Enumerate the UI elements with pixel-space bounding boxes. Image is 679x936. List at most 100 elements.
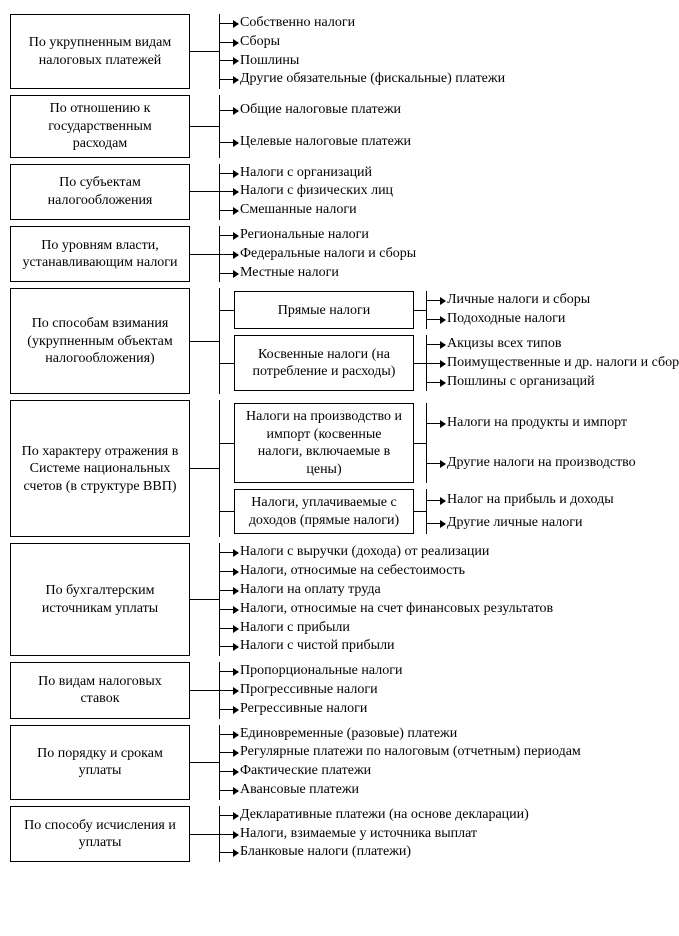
category-label: По характеру отражения в Системе национа… xyxy=(21,443,179,496)
mid-box: Прямые налоги xyxy=(234,291,414,329)
tree-section: По способам взимания (укрупненным объект… xyxy=(10,288,669,394)
item-list: Пропорциональные налоги Прогрессивные нал… xyxy=(220,662,669,718)
arrow-icon xyxy=(220,142,238,143)
list-item: Регрессивные налоги xyxy=(220,700,669,719)
list-item: Целевые налоговые платежи xyxy=(220,133,669,152)
arrow-icon xyxy=(220,273,238,274)
tree-section: По характеру отражения в Системе национа… xyxy=(10,400,669,537)
arrow-icon xyxy=(220,60,238,61)
item-label: Поимущественные и др. налоги и сборы с о… xyxy=(447,355,679,372)
connector-stem xyxy=(220,489,234,534)
item-label: Регрессивные налоги xyxy=(240,701,367,718)
item-label: Пошлины xyxy=(240,53,299,70)
arrow-icon xyxy=(220,42,238,43)
category-label: По порядку и срокам уплаты xyxy=(21,745,179,780)
connector-stem xyxy=(190,226,220,282)
list-item: Декларативные платежи (на основе деклара… xyxy=(220,806,669,825)
item-label: Акцизы всех типов xyxy=(447,336,562,353)
mid-row: Косвенные налоги (на потребление и расхо… xyxy=(220,335,679,391)
item-label: Налоги на продукты и импорт xyxy=(447,415,627,432)
item-label: Налоги с прибыли xyxy=(240,620,350,637)
arrow-icon xyxy=(220,235,238,236)
arrow-icon xyxy=(220,690,238,691)
category-box: По способам взимания (укрупненным объект… xyxy=(10,288,190,394)
item-label: Прогрессивные налоги xyxy=(240,682,378,699)
category-box: По укрупненным видам налоговых платежей xyxy=(10,14,190,89)
arrow-icon xyxy=(220,210,238,211)
item-list: Региональные налогиФедеральные налоги и … xyxy=(220,226,669,282)
list-item: Акцизы всех типов xyxy=(427,335,679,354)
list-item: Федеральные налоги и сборы xyxy=(220,245,669,264)
category-box: По способу исчисления и уплаты xyxy=(10,806,190,862)
item-list: Декларативные платежи (на основе деклара… xyxy=(220,806,669,862)
connector-stem xyxy=(220,403,234,483)
arrow-icon xyxy=(220,734,238,735)
list-item: Налоги, взимаемые у источника выплат xyxy=(220,825,669,844)
connector-stem xyxy=(414,489,426,534)
arrow-icon xyxy=(220,815,238,816)
category-box: По отношению к государственным расходам xyxy=(10,95,190,158)
item-label: Подоходные налоги xyxy=(447,311,565,328)
connector-stem xyxy=(220,335,234,391)
connector-stem xyxy=(414,291,426,329)
item-list: Налоги на продукты и импорт Другие налоги… xyxy=(427,403,636,483)
item-label: Пропорциональные налоги xyxy=(240,663,402,680)
arrow-icon xyxy=(427,500,445,501)
item-label: Сборы xyxy=(240,34,280,51)
category-label: По отношению к государственным расходам xyxy=(21,100,179,153)
tree-section: По порядку и срокам уплаты Единовременные… xyxy=(10,725,669,800)
item-label: Региональные налоги xyxy=(240,227,369,244)
arrow-icon xyxy=(427,382,445,383)
item-label: Личные налоги и сборы xyxy=(447,292,590,309)
mid-label: Налоги на производство и импорт (косвенн… xyxy=(243,408,405,478)
item-label: Налоги с чистой прибыли xyxy=(240,638,395,655)
mid-row: Налоги на производство и импорт (косвенн… xyxy=(220,403,636,483)
arrow-icon xyxy=(220,852,238,853)
connector-stem xyxy=(190,400,220,537)
tree-section: По бухгалтерским источникам уплатыНалоги… xyxy=(10,543,669,656)
arrow-icon xyxy=(427,523,445,524)
category-label: По уровням власти, устанавливающим налог… xyxy=(21,237,179,272)
list-item: Налоги с физических лиц xyxy=(220,182,669,201)
list-item: Подоходные налоги xyxy=(427,310,679,329)
item-label: Другие налоги на производство xyxy=(447,455,636,472)
item-label: Другие обязательные (фискальные) платежи xyxy=(240,71,505,88)
list-item: Бланковые налоги (платежи) xyxy=(220,843,669,862)
connector-stem xyxy=(190,662,220,718)
mid-box: Косвенные налоги (на потребление и расхо… xyxy=(234,335,414,391)
arrow-icon xyxy=(427,363,445,364)
tax-classification-tree: По укрупненным видам налоговых платежей С… xyxy=(10,14,669,862)
item-label: Налоги с физических лиц xyxy=(240,183,393,200)
list-item: Налог на прибыль и доходы xyxy=(427,491,636,510)
category-box: По характеру отражения в Системе национа… xyxy=(10,400,190,537)
connector-stem xyxy=(190,543,220,656)
tree-section: По уровням власти, устанавливающим налог… xyxy=(10,226,669,282)
item-label: Собственно налоги xyxy=(240,15,355,32)
item-label: Единовременные (разовые) платежи xyxy=(240,726,457,743)
mid-column: Налоги на производство и импорт (косвенн… xyxy=(220,400,636,537)
item-label: Авансовые платежи xyxy=(240,782,359,799)
item-label: Фактические платежи xyxy=(240,763,371,780)
category-label: По субъектам налогообложения xyxy=(21,174,179,209)
mid-label: Налоги, уплачиваемые с доходов (прямые н… xyxy=(243,494,405,529)
arrow-icon xyxy=(427,300,445,301)
category-label: По видам налоговых ставок xyxy=(21,673,179,708)
arrow-icon xyxy=(220,671,238,672)
arrow-icon xyxy=(220,790,238,791)
list-item: Фактические платежи xyxy=(220,762,669,781)
item-label: Декларативные платежи (на основе деклара… xyxy=(240,807,529,824)
mid-row: Прямые налоги Личные налоги и сборы Подохо… xyxy=(220,291,679,329)
connector-stem xyxy=(190,164,220,220)
mid-box: Налоги на производство и импорт (косвенн… xyxy=(234,403,414,483)
mid-box: Налоги, уплачиваемые с доходов (прямые н… xyxy=(234,489,414,534)
list-item: Налоги на оплату труда xyxy=(220,581,669,600)
connector-stem xyxy=(414,403,426,483)
list-item: Поимущественные и др. налоги и сборы с о… xyxy=(427,354,679,373)
item-label: Целевые налоговые платежи xyxy=(240,134,411,151)
list-item: Сборы xyxy=(220,33,669,52)
list-item: Пропорциональные налоги xyxy=(220,662,669,681)
list-item: Авансовые платежи xyxy=(220,781,669,800)
list-item: Общие налоговые платежи xyxy=(220,101,669,120)
list-item: Пошлины с организаций xyxy=(427,373,679,392)
connector-stem xyxy=(190,95,220,158)
